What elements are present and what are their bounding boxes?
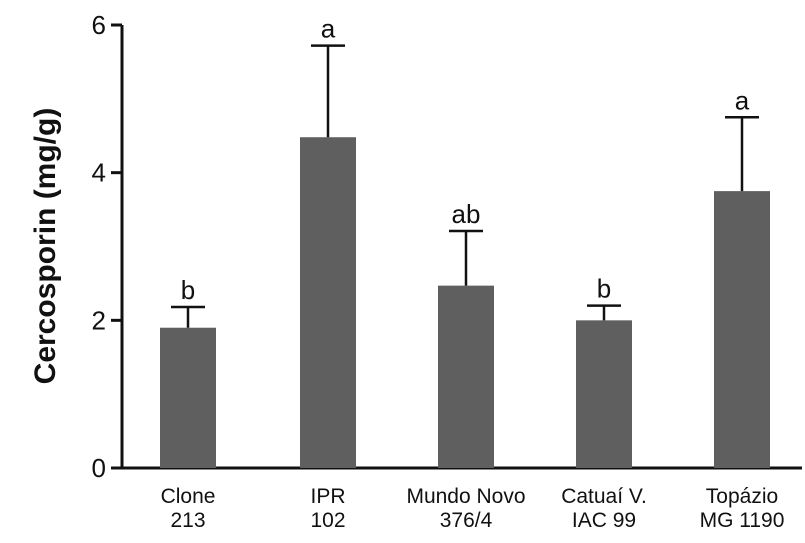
- significance-label: b: [597, 274, 611, 304]
- y-tick-label: 6: [92, 10, 106, 40]
- x-tick-label: Clone: [161, 485, 216, 508]
- y-tick-label: 2: [92, 305, 106, 335]
- x-tick-label: 376/4: [440, 509, 493, 532]
- significance-label: a: [321, 14, 336, 44]
- x-tick-label: Catuaí V.: [561, 485, 647, 508]
- y-tick-label: 4: [92, 158, 106, 188]
- bar: [714, 191, 770, 468]
- x-tick-label: MG 1190: [700, 509, 785, 532]
- significance-label: a: [735, 85, 750, 115]
- bar: [576, 320, 632, 468]
- x-tick-label: IAC 99: [572, 509, 636, 532]
- bar: [438, 285, 494, 468]
- significance-label: b: [181, 275, 195, 305]
- bar: [300, 137, 356, 468]
- y-tick-label: 0: [92, 453, 106, 483]
- y-axis-title: Cercosporin (mg/g): [29, 108, 62, 385]
- x-tick-label: Topázio: [706, 485, 778, 508]
- bar: [160, 327, 216, 468]
- x-tick-label: IPR: [310, 485, 345, 508]
- significance-label: ab: [452, 199, 481, 229]
- x-tick-label: Mundo Novo: [406, 485, 525, 508]
- x-tick-label: 213: [170, 509, 205, 532]
- x-tick-label: 102: [310, 509, 345, 532]
